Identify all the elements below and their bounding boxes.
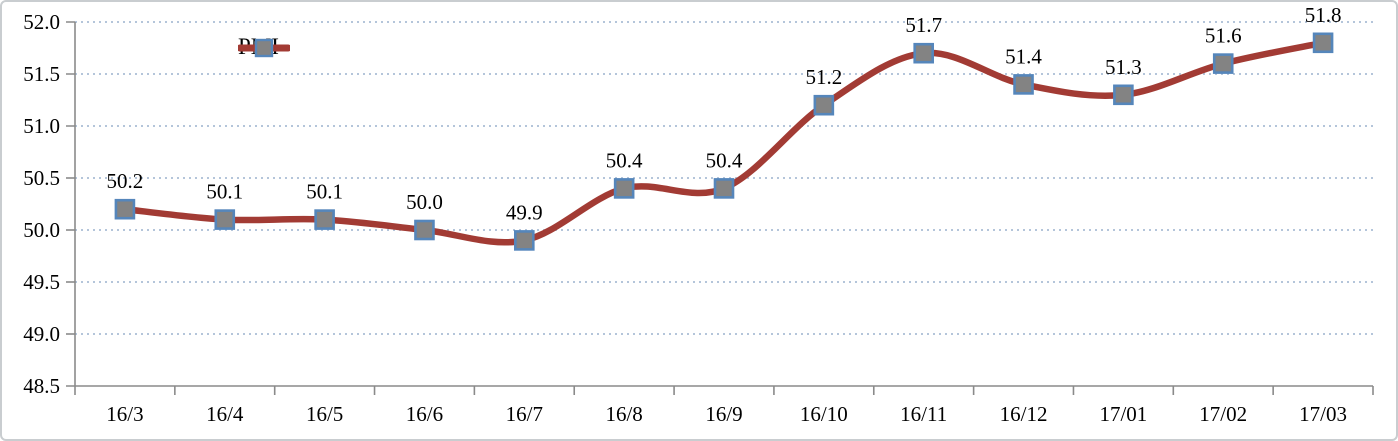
data-label: 51.2 xyxy=(805,65,842,89)
y-tick-label: 50.0 xyxy=(23,218,60,242)
data-point-marker-16/8 xyxy=(613,178,635,199)
data-label: 50.0 xyxy=(406,190,443,214)
x-tick-label: 17/01 xyxy=(1099,402,1147,426)
x-tick-label: 17/03 xyxy=(1299,402,1347,426)
data-point-marker-16/4 xyxy=(214,209,236,230)
data-label: 51.6 xyxy=(1205,24,1242,48)
y-tick-label: 49.0 xyxy=(23,322,60,346)
data-label: 49.9 xyxy=(506,200,543,224)
data-label: 50.1 xyxy=(206,180,243,204)
data-label: 51.7 xyxy=(905,13,942,37)
data-point-marker-16/7 xyxy=(514,230,535,251)
x-tick-label: 16/7 xyxy=(506,402,543,426)
data-label: 51.3 xyxy=(1105,55,1142,79)
y-tick-label: 52.0 xyxy=(23,10,60,34)
x-tick-label: 16/5 xyxy=(306,402,343,426)
y-tick-label: 48.5 xyxy=(23,374,60,398)
x-tick-label: 16/12 xyxy=(1000,402,1048,426)
data-label: 51.4 xyxy=(1005,44,1042,68)
x-tick-label: 16/11 xyxy=(900,402,947,426)
data-point-marker-17/03 xyxy=(1312,32,1334,54)
y-tick-label: 51.0 xyxy=(23,114,60,138)
data-label: 50.4 xyxy=(706,148,743,172)
data-point-marker-16/5 xyxy=(314,209,335,230)
y-tick-label: 49.5 xyxy=(23,270,60,294)
y-tick-label: 50.5 xyxy=(23,166,60,190)
data-point-marker-17/01 xyxy=(1113,84,1134,106)
x-tick-label: 17/02 xyxy=(1199,402,1247,426)
data-point-marker-16/3 xyxy=(114,198,136,220)
x-tick-label: 16/8 xyxy=(605,402,642,426)
data-point-marker-16/11 xyxy=(913,42,934,64)
data-point-marker-16/12 xyxy=(1013,74,1034,95)
data-label: 50.1 xyxy=(306,180,343,204)
x-tick-label: 16/6 xyxy=(406,402,443,426)
series-line-pmi xyxy=(121,39,1327,246)
data-label: 51.8 xyxy=(1305,3,1342,27)
x-tick-label: 16/10 xyxy=(800,402,848,426)
data-point-marker-16/9 xyxy=(713,178,735,199)
data-label: 50.4 xyxy=(606,148,643,172)
data-point-marker-16/10 xyxy=(813,94,835,116)
x-tick-label: 16/4 xyxy=(206,402,244,426)
data-point-marker-16/6 xyxy=(414,219,435,241)
y-tick-label: 51.5 xyxy=(23,62,60,86)
data-label: 50.2 xyxy=(107,169,144,193)
x-tick-label: 16/9 xyxy=(705,402,742,426)
legend: PMI xyxy=(238,35,290,58)
data-point-marker-17/02 xyxy=(1212,53,1234,74)
legend-line-marker-icon xyxy=(238,38,290,58)
x-tick-label: 16/3 xyxy=(106,402,143,426)
